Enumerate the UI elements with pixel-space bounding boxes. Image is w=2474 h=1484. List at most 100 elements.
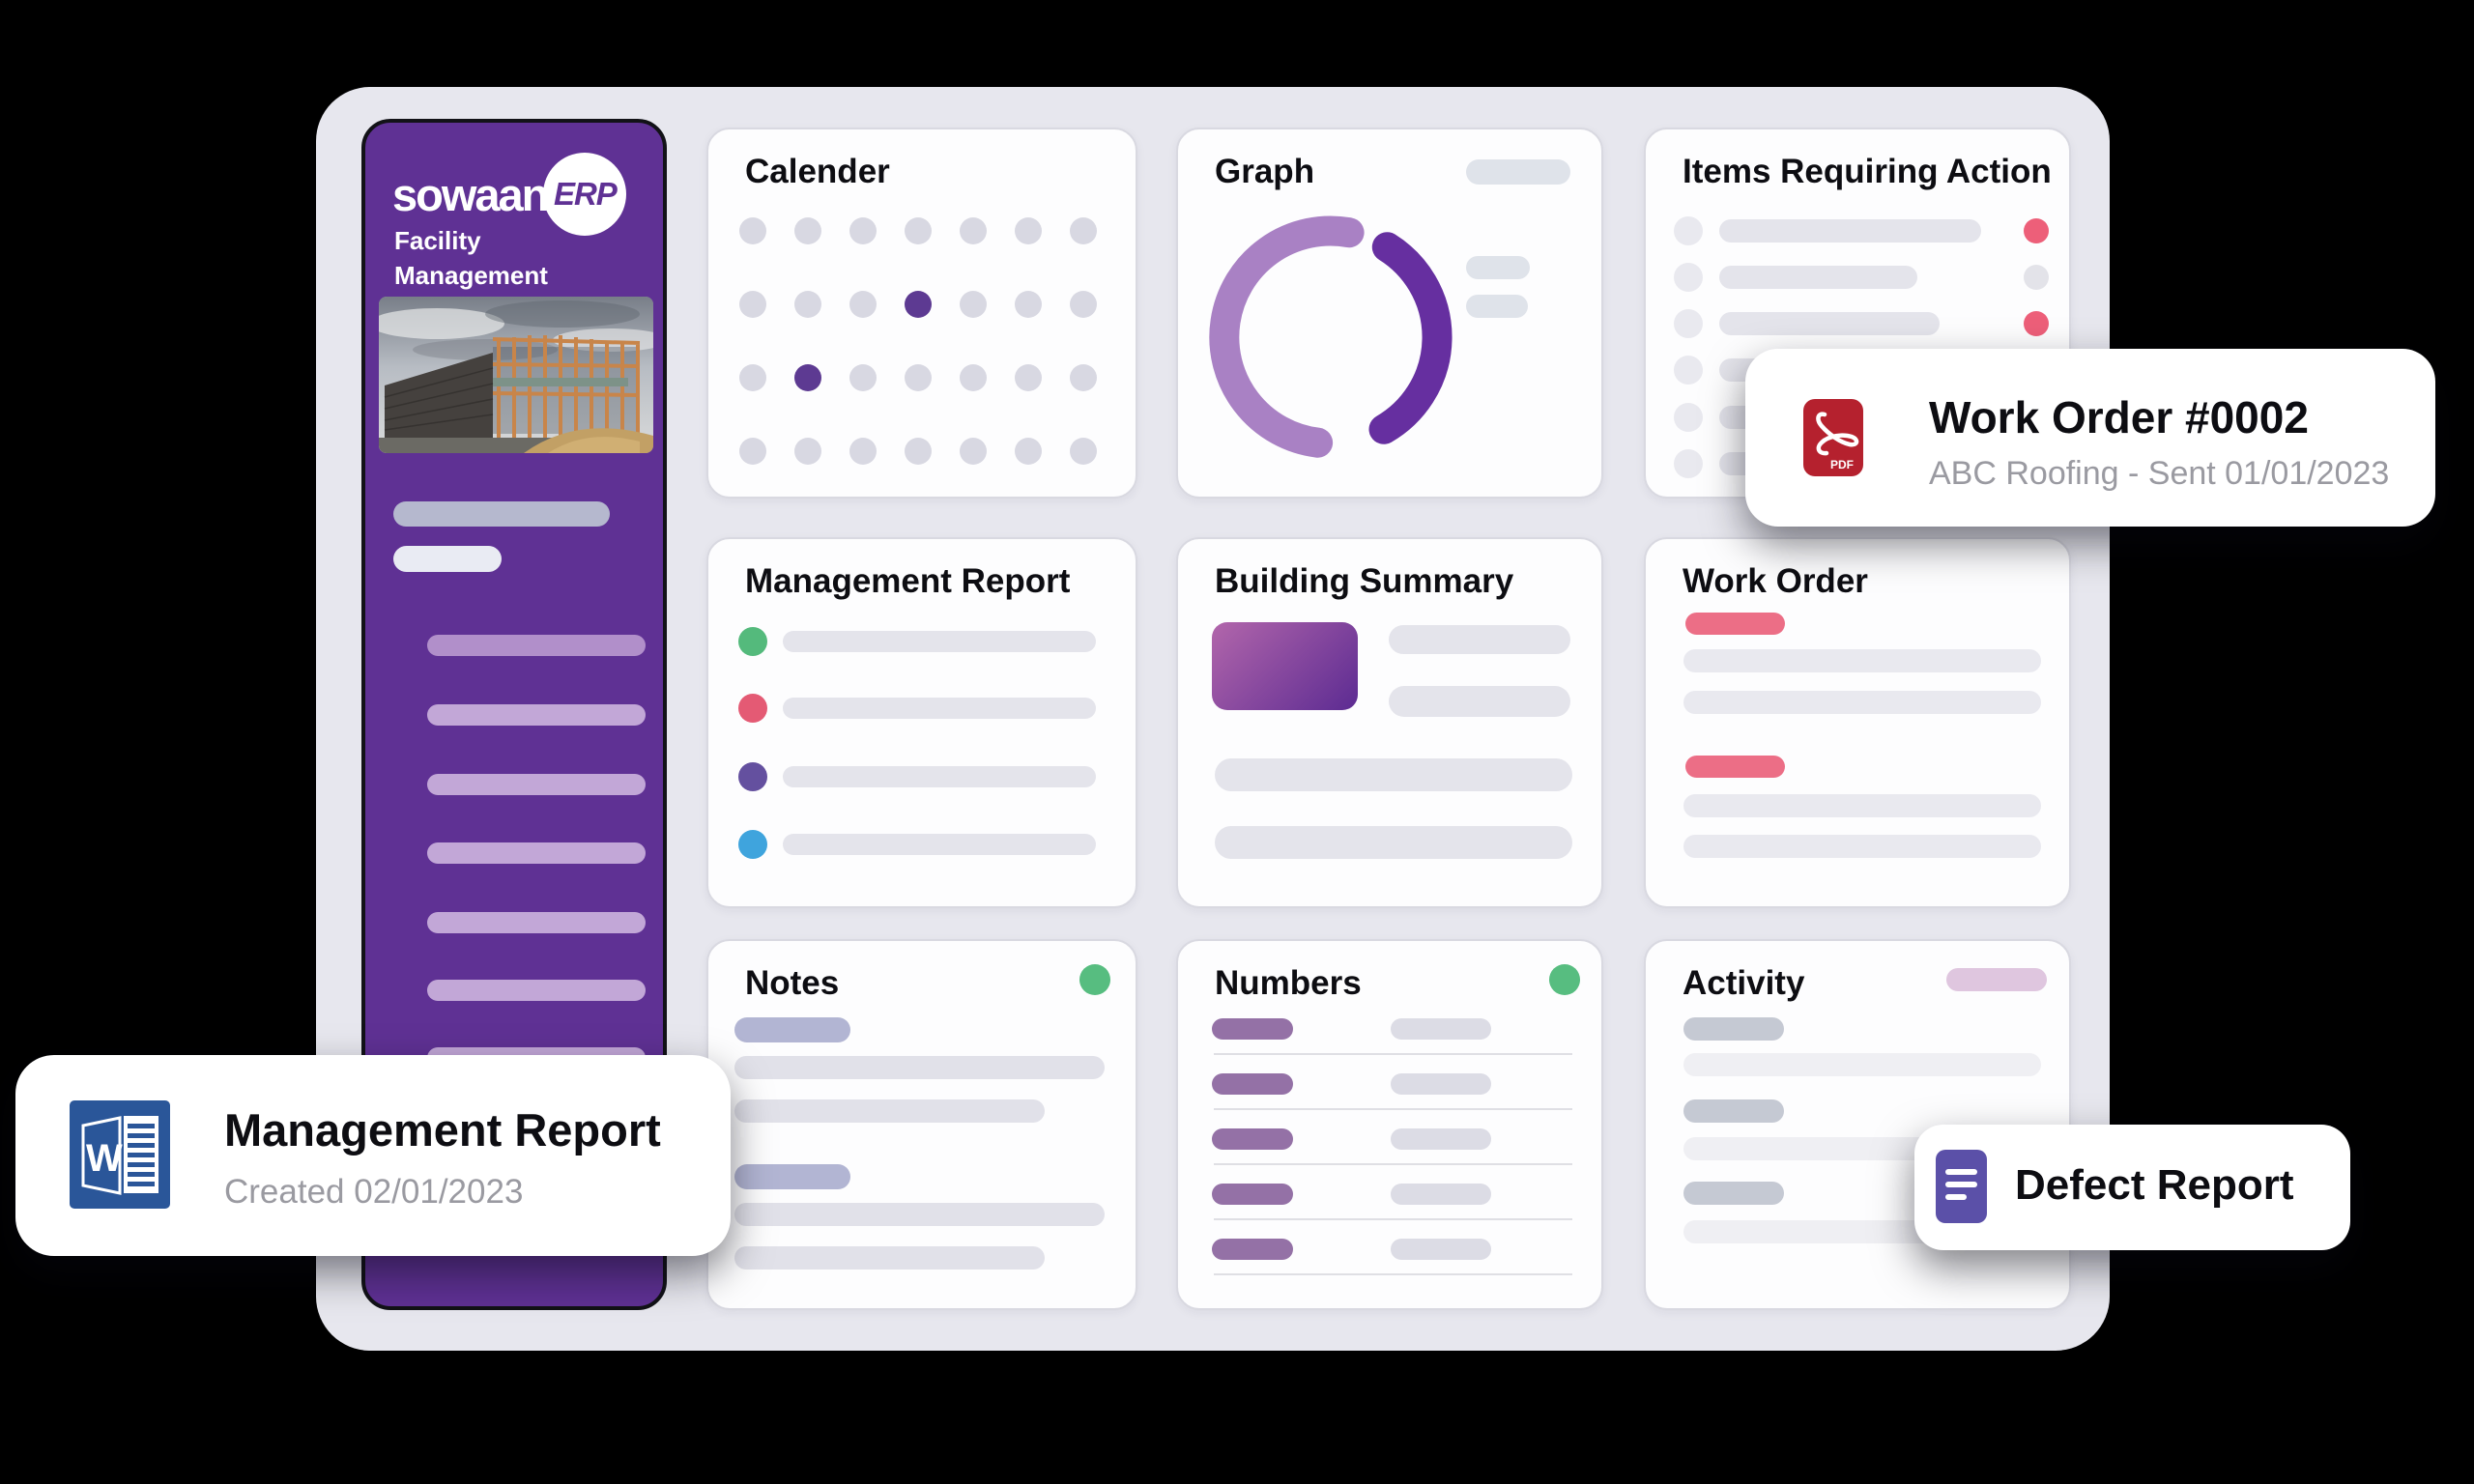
calendar-day-dot[interactable]	[794, 217, 821, 244]
calendar-day-dot[interactable]	[739, 364, 766, 391]
metric-label-placeholder	[1212, 1128, 1293, 1150]
status-dot	[2024, 311, 2049, 336]
sidebar-placeholder-bar-primary	[393, 501, 610, 527]
building-thumbnail	[1212, 622, 1358, 710]
calendar-day-dot[interactable]	[739, 217, 766, 244]
row-divider	[1214, 1273, 1572, 1275]
calendar-day-dot[interactable]	[1015, 217, 1042, 244]
dashboard-panel: sowaan ERP Facility Management	[316, 87, 2110, 1351]
calendar-day-dot[interactable]	[960, 217, 987, 244]
calendar-day-dot-active[interactable]	[794, 364, 821, 391]
sidebar-menu-item[interactable]	[427, 912, 646, 933]
calendar-day-dot[interactable]	[1070, 364, 1097, 391]
graph-card[interactable]: Graph	[1176, 128, 1603, 499]
metric-label-placeholder	[1212, 1018, 1293, 1040]
row-divider	[1214, 1053, 1572, 1055]
activity-card-title: Activity	[1683, 964, 1805, 1002]
activity-time-placeholder	[1683, 1182, 1784, 1205]
sidebar-menu-item[interactable]	[427, 980, 646, 1001]
numbers-card[interactable]: Numbers	[1176, 939, 1603, 1310]
calendar-day-dot[interactable]	[794, 438, 821, 465]
donut-arc-dark	[1368, 232, 1453, 444]
calendar-card[interactable]: Calender	[706, 128, 1137, 499]
work-order-text-placeholder	[1683, 794, 2041, 817]
note-text-placeholder	[734, 1246, 1045, 1270]
management-report-file-card[interactable]: W Management Report Created 02/01/2023	[15, 1055, 731, 1256]
action-item-row	[1646, 254, 2069, 300]
summary-text-placeholder	[1215, 758, 1572, 791]
report-text-placeholder	[783, 698, 1096, 719]
calendar-day-dot[interactable]	[849, 291, 877, 318]
activity-filter-placeholder	[1946, 968, 2047, 991]
calendar-day-dot[interactable]	[794, 291, 821, 318]
calendar-day-dot[interactable]	[1070, 217, 1097, 244]
calendar-day-dot[interactable]	[1070, 291, 1097, 318]
logo-erp-badge: ERP	[543, 153, 627, 236]
numbers-row	[1212, 1239, 1572, 1294]
item-circle	[1674, 216, 1703, 245]
calendar-day-dot[interactable]	[1015, 364, 1042, 391]
building-summary-card[interactable]: Building Summary	[1176, 537, 1603, 908]
sidebar-menu-item[interactable]	[427, 842, 646, 864]
work-order-notification-card[interactable]: PDF Work Order #0002 ABC Roofing - Sent …	[1745, 349, 2435, 527]
calendar-day-dot[interactable]	[960, 291, 987, 318]
management-report-card-title: Management Report	[745, 562, 1071, 600]
defect-report-card[interactable]: Defect Report	[1914, 1125, 2350, 1250]
metric-value-placeholder	[1391, 1018, 1491, 1040]
calendar-day-dot[interactable]	[1070, 438, 1097, 465]
calendar-day-dot[interactable]	[905, 438, 932, 465]
sidebar-title-line2: Management	[394, 261, 548, 290]
row-divider	[1214, 1163, 1572, 1165]
work-order-tag-placeholder	[1685, 613, 1785, 635]
calendar-day-dot[interactable]	[1015, 438, 1042, 465]
management-report-file-title: Management Report	[224, 1104, 661, 1156]
metric-value-placeholder	[1391, 1184, 1491, 1205]
item-circle	[1674, 449, 1703, 478]
row-divider	[1214, 1108, 1572, 1110]
work-order-notification-subtitle: ABC Roofing - Sent 01/01/2023	[1929, 455, 2390, 492]
donut-arc-light	[1209, 215, 1365, 458]
report-text-placeholder	[783, 834, 1096, 855]
document-line	[1945, 1182, 1977, 1187]
activity-text-placeholder	[1683, 1053, 2041, 1076]
row-divider	[1214, 1218, 1572, 1220]
activity-time-placeholder	[1683, 1099, 1784, 1123]
construction-photo-graphic	[379, 297, 653, 453]
metric-label-placeholder	[1212, 1239, 1293, 1260]
sidebar: sowaan ERP Facility Management	[361, 119, 667, 1310]
item-circle	[1674, 263, 1703, 292]
bullet-dot	[738, 627, 767, 656]
sidebar-menu-item[interactable]	[427, 704, 646, 726]
calendar-day-dot[interactable]	[960, 438, 987, 465]
note-label-placeholder	[734, 1017, 850, 1042]
work-order-card[interactable]: Work Order	[1644, 537, 2071, 908]
item-text-placeholder	[1719, 219, 1981, 243]
calendar-day-dot[interactable]	[905, 217, 932, 244]
calendar-day-dot[interactable]	[849, 364, 877, 391]
report-text-placeholder	[783, 631, 1096, 652]
calendar-day-dot-active[interactable]	[905, 291, 932, 318]
status-dot	[2024, 218, 2049, 243]
action-item-row	[1646, 208, 2069, 254]
construction-photo	[379, 297, 653, 453]
calendar-day-dot[interactable]	[849, 217, 877, 244]
calendar-day-dot[interactable]	[960, 364, 987, 391]
calendar-day-dot[interactable]	[739, 291, 766, 318]
sidebar-menu-item[interactable]	[427, 774, 646, 795]
management-report-card[interactable]: Management Report	[706, 537, 1137, 908]
notes-card[interactable]: Notes	[706, 939, 1137, 1310]
calendar-day-dot[interactable]	[905, 364, 932, 391]
metric-label-placeholder	[1212, 1073, 1293, 1095]
document-icon	[1936, 1150, 1987, 1223]
numbers-row	[1212, 1128, 1572, 1184]
note-label-placeholder	[734, 1164, 850, 1189]
sidebar-menu-item[interactable]	[427, 635, 646, 656]
numbers-status-dot	[1549, 964, 1580, 995]
work-order-tag-placeholder	[1685, 756, 1785, 778]
calendar-day-dot[interactable]	[849, 438, 877, 465]
notes-card-title: Notes	[745, 964, 840, 1002]
calendar-day-dot[interactable]	[739, 438, 766, 465]
calendar-day-dot[interactable]	[1015, 291, 1042, 318]
summary-text-placeholder	[1389, 625, 1570, 654]
